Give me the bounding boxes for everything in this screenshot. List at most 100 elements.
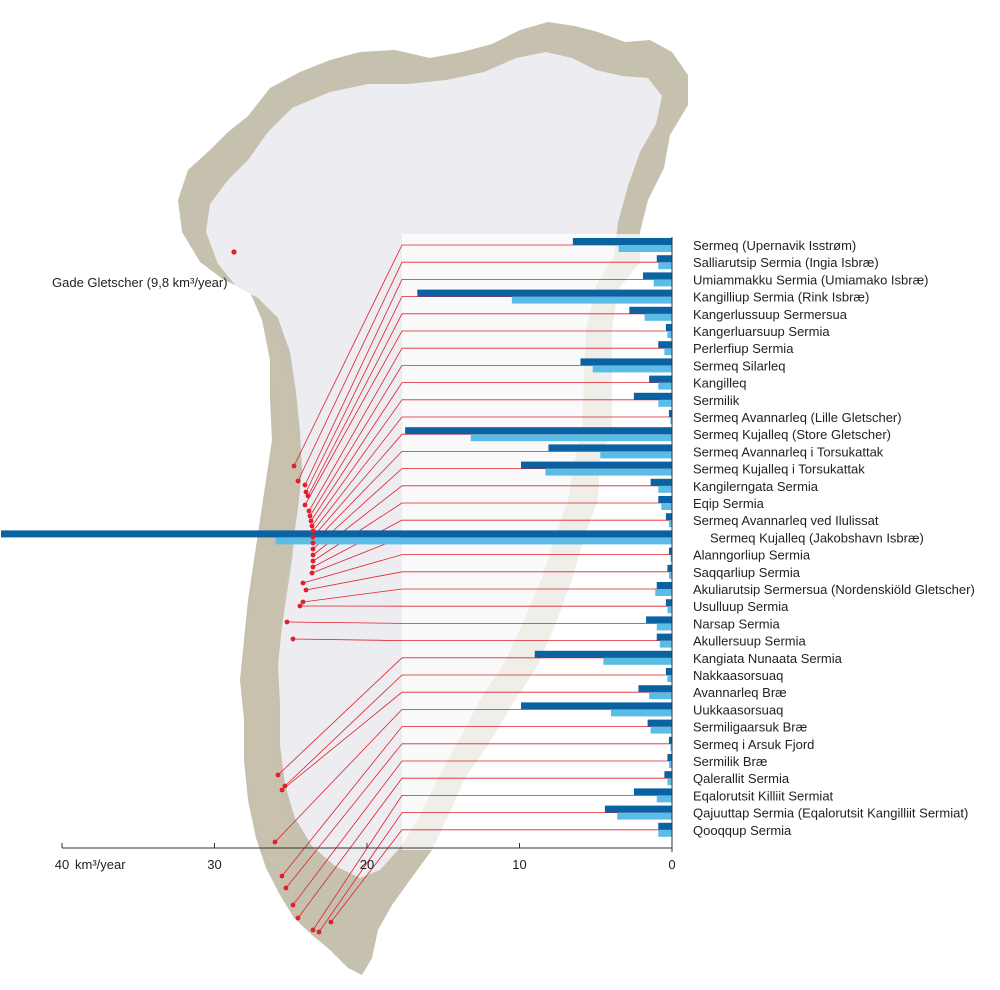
bar-light-sermeq-kujalleq-store-gletscher bbox=[470, 434, 672, 442]
bar-series bbox=[1, 238, 672, 837]
bar-dark-kangilliup-sermia-rink-isbr bbox=[417, 289, 672, 297]
location-dot-eqip-sermia bbox=[310, 558, 316, 564]
glacier-label-kangiata-nunaata-sermia: Kangiata Nunaata Sermia bbox=[693, 651, 843, 666]
bar-light-sermeq-kujalleq-jakobshavn-isbr bbox=[275, 537, 672, 545]
glacier-label-sermilik: Sermilik bbox=[693, 393, 740, 408]
bar-light-saqqarliup-sermia bbox=[668, 571, 672, 579]
glacier-label-sermeq-kujalleq-store-gletscher: Sermeq Kujalleq (Store Gletscher) bbox=[693, 427, 891, 442]
bar-dark-nakkaasorsuaq bbox=[665, 668, 672, 675]
bar-light-sermeq-kujalleq-i-torsukattak bbox=[545, 468, 672, 476]
bar-light-sermilik-br bbox=[668, 761, 672, 768]
bar-light-sermeq-silarleq bbox=[592, 365, 672, 373]
location-dot-akullersuup-sermia bbox=[290, 636, 296, 642]
leader-line-umiammakku-sermia-umiamako-isbr bbox=[304, 278, 672, 486]
gade-gletscher-callout: Gade Gletscher (9,8 km³/year) bbox=[52, 275, 228, 290]
bar-light-nakkaasorsuaq bbox=[667, 675, 672, 682]
bar-light-akuliarutsip-sermersua-nordenski-ld-gletscher bbox=[655, 589, 672, 596]
location-dot-eqalorutsit-killiit-sermiat bbox=[310, 927, 316, 933]
location-dot-qooqqup-sermia bbox=[328, 919, 334, 925]
bar-dark-sermiligaarsuk-br bbox=[647, 719, 672, 727]
bar-dark-sermeq-avannarleq-lille-gletscher bbox=[668, 410, 672, 417]
location-dot-usulluup-sermia bbox=[297, 603, 303, 609]
location-dot-kangilleq bbox=[308, 518, 314, 524]
bar-dark-qajuuttap-sermia-eqalorutsit-kangilliit-sermiat bbox=[604, 805, 672, 813]
leader-line-qalerallit-sermia bbox=[297, 777, 672, 919]
leader-line-sermilik bbox=[311, 399, 672, 527]
glacier-locations bbox=[272, 463, 334, 935]
location-dot-sermeq-avannarleq-ved-ilulissat bbox=[310, 564, 316, 570]
bar-light-eqip-sermia bbox=[661, 503, 672, 510]
leader-line-narsap-sermia bbox=[286, 621, 672, 624]
tick-label-10: 10 bbox=[512, 857, 526, 872]
leader-line-akuliarutsip-sermersua-nordenski-ld-gletscher bbox=[302, 588, 672, 603]
bar-dark-kangerlussuup-sermersua bbox=[629, 306, 672, 314]
location-dot-sermeq-avannarleq-i-torsukattak bbox=[310, 540, 316, 546]
location-dot-sermeq-upernavik-isstr-m bbox=[291, 463, 297, 469]
leader-line-sermilik-br bbox=[292, 760, 672, 906]
location-dot-sermeq-kujalleq-store-gletscher bbox=[310, 534, 316, 540]
bar-dark-sermeq-avannarleq-i-torsukattak bbox=[548, 444, 672, 452]
glacier-label-avannarleq-br: Avannarleq Bræ bbox=[693, 685, 787, 700]
bar-light-kangerlussuup-sermersua bbox=[644, 313, 672, 321]
location-dot-kangiata-nunaata-sermia bbox=[275, 772, 281, 778]
location-dot-nakkaasorsuaq bbox=[282, 783, 288, 789]
bar-dark-avannarleq-br bbox=[638, 685, 672, 693]
location-dot-umiammakku-sermia-umiamako-isbr bbox=[302, 482, 308, 488]
location-dot-sermilik-br bbox=[290, 902, 296, 908]
bar-dark-sermeq-silarleq bbox=[580, 358, 672, 366]
location-dot-kangerluarsuup-sermia bbox=[302, 502, 308, 508]
bar-light-kangilerngata-sermia bbox=[658, 485, 672, 493]
x-axis: 40 30 20 10 0 km³/year bbox=[55, 843, 676, 872]
bar-light-sermeq-avannarleq-i-torsukattak bbox=[600, 451, 672, 459]
bar-light-sermeq-avannarleq-lille-gletscher bbox=[670, 417, 672, 424]
leader-line-alanngorliup-sermia bbox=[302, 554, 672, 584]
bar-dark-kangiata-nunaata-sermia bbox=[534, 650, 672, 658]
glacier-label-sermeq-silarleq: Sermeq Silarleq bbox=[693, 358, 786, 373]
location-dot-sermeq-avannarleq-lille-gletscher bbox=[310, 528, 316, 534]
bar-light-usulluup-sermia bbox=[667, 606, 672, 614]
bar-light-qooqqup-sermia bbox=[658, 829, 672, 837]
glacier-label-alanngorliup-sermia: Alanngorliup Sermia bbox=[693, 548, 811, 563]
bar-dark-kangilerngata-sermia bbox=[650, 478, 672, 486]
glacier-label-salliarutsip-sermia-ingia-isbr: Salliarutsip Sermia (Ingia Isbræ) bbox=[693, 255, 879, 270]
glacier-label-sermeq-upernavik-isstr-m: Sermeq (Upernavik Isstrøm) bbox=[693, 238, 856, 253]
bar-dark-sermeq-kujalleq-store-gletscher bbox=[405, 427, 672, 435]
glacier-label-akuliarutsip-sermersua-nordenski-ld-gletscher: Akuliarutsip Sermersua (Nordenskiöld Gle… bbox=[693, 582, 975, 597]
bar-dark-sermilik-br bbox=[667, 754, 672, 761]
location-dot-avannarleq-br bbox=[279, 787, 285, 793]
leader-line-kangilleq bbox=[310, 382, 672, 522]
bar-light-kangilliup-sermia-rink-isbr bbox=[511, 296, 672, 304]
glacier-label-qooqqup-sermia: Qooqqup Sermia bbox=[693, 823, 792, 838]
bar-dark-sermeq-kujalleq-i-torsukattak bbox=[521, 461, 672, 469]
leader-line-sermeq-avannarleq-lille-gletscher bbox=[312, 416, 672, 532]
bar-light-sermeq-avannarleq-ved-ilulissat bbox=[668, 520, 672, 528]
x-axis-unit-label: km³/year bbox=[75, 857, 126, 872]
glacier-label-usulluup-sermia: Usulluup Sermia bbox=[693, 599, 789, 614]
bar-dark-umiammakku-sermia-umiamako-isbr bbox=[643, 272, 672, 280]
location-dot-sermeq-silarleq bbox=[307, 513, 313, 519]
bar-dark-eqalorutsit-killiit-sermiat bbox=[633, 788, 672, 796]
location-dot-sermiligaarsuk-br bbox=[279, 873, 285, 879]
leader-line-nakkaasorsuaq bbox=[284, 674, 672, 787]
location-dot-qalerallit-sermia bbox=[295, 915, 301, 921]
bar-light-kangiata-nunaata-sermia bbox=[603, 657, 672, 665]
bar-dark-usulluup-sermia bbox=[665, 599, 672, 607]
bar-dark-kangilleq bbox=[649, 375, 672, 383]
glacier-label-eqip-sermia: Eqip Sermia bbox=[693, 496, 765, 511]
leader-line-avannarleq-br bbox=[281, 691, 672, 791]
glacier-label-narsap-sermia: Narsap Sermia bbox=[693, 616, 780, 631]
glacier-label-umiammakku-sermia-umiamako-isbr: Umiammakku Sermia (Umiamako Isbræ) bbox=[693, 272, 928, 287]
location-dot-sermeq-kujalleq-jakobshavn-isbr bbox=[309, 570, 315, 576]
bar-light-kangilleq bbox=[658, 382, 672, 390]
leader-line-qajuuttap-sermia-eqalorutsit-kangilliit-sermiat bbox=[318, 812, 672, 933]
x-axis-ticks: 40 30 20 10 0 bbox=[55, 843, 676, 872]
glacier-label-sermeq-avannarleq-ved-ilulissat: Sermeq Avannarleq ved Ilulissat bbox=[693, 513, 879, 528]
bar-light-eqalorutsit-killiit-sermiat bbox=[656, 795, 672, 803]
location-dot-salliarutsip-sermia-ingia-isbr bbox=[295, 478, 301, 484]
bar-light-qajuuttap-sermia-eqalorutsit-kangilliit-sermiat bbox=[617, 812, 672, 820]
location-dot-akuliarutsip-sermersua-nordenski-ld-gletscher bbox=[300, 599, 306, 605]
bar-dark-perlerfiup-sermia bbox=[658, 341, 672, 349]
bar-dark-saqqarliup-sermia bbox=[667, 564, 672, 572]
leader-line-qooqqup-sermia bbox=[330, 829, 672, 923]
location-dot-qajuuttap-sermia-eqalorutsit-kangilliit-sermiat bbox=[316, 929, 322, 935]
